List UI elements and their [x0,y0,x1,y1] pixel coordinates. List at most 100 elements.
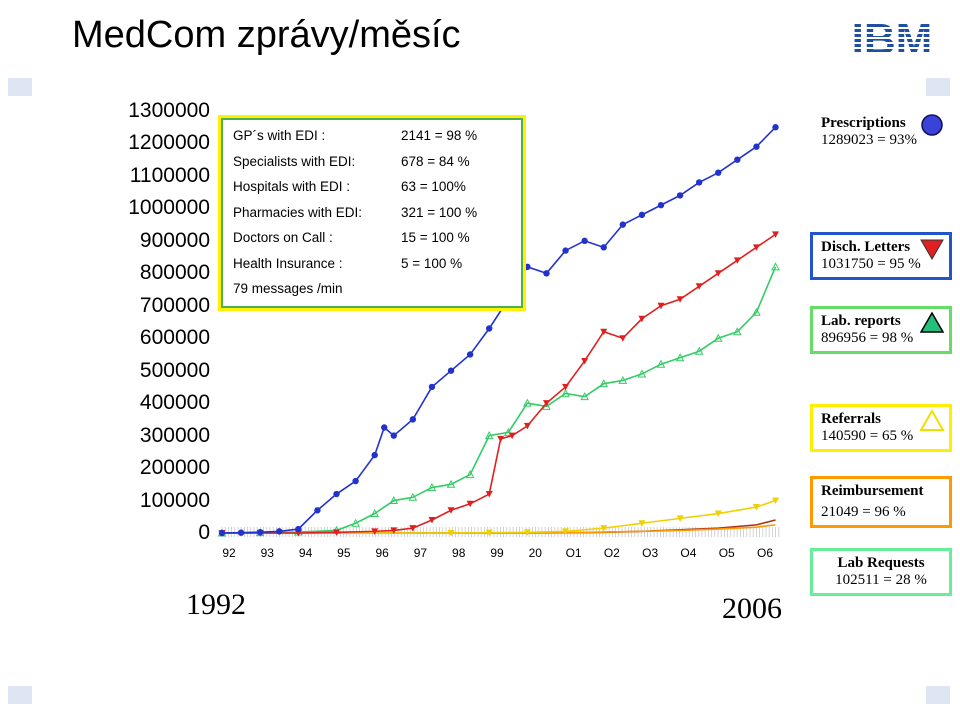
y-tick-label: 400000 [139,391,210,415]
year-start-label: 1992 [186,588,246,621]
legend-marker-shape [921,114,943,136]
data-point [733,327,742,336]
data-point [497,435,505,443]
info-row-value: 2141 = 98 % [401,128,478,143]
x-tick-label: O6 [757,546,773,560]
data-point [447,507,455,514]
data-point [772,497,780,505]
info-row-value: 321 = 100 % [401,204,478,220]
series-line-reimbursement [222,524,776,534]
y-tick-label: 900000 [139,228,210,252]
data-point [408,492,418,501]
data-point [714,510,722,518]
data-point [771,262,780,271]
x-tick-label: O2 [604,546,620,560]
data-point [562,383,570,391]
data-point [333,529,341,536]
legend-item: Lab. reports 896956 = 98 % [810,306,952,354]
y-tick-label: 200000 [139,456,210,480]
data-point [695,179,703,186]
series-line-lab-reports [221,266,777,534]
legend-marker-shape [919,409,945,431]
y-tick-label: 1100000 [129,163,210,187]
data-point [772,124,779,131]
y-tick-label: 1200000 [128,131,210,155]
info-row-label: Health Insurance : [233,255,343,271]
data-point [351,518,360,527]
legend-series-total: 140590 = 65 % [821,428,914,444]
data-point [600,328,608,336]
data-point [466,351,474,358]
slide-title: MedCom zprávy/měsíc [72,14,461,56]
data-point [562,528,570,535]
data-point [714,270,722,277]
x-tick-label: 99 [490,546,504,560]
data-point [733,257,741,264]
data-point [371,528,379,535]
y-tick-label: 700000 [139,293,210,317]
data-point [695,283,703,290]
ibm-logo-text: IBM [852,15,933,60]
info-row-label: Doctors on Call : [233,230,333,245]
data-point [562,247,569,254]
data-point [752,504,760,511]
y-tick-label: 500000 [139,358,210,382]
data-point [619,221,627,228]
legend-series-name: Prescriptions [821,115,906,131]
data-point [237,529,245,536]
data-point [752,307,761,316]
data-point [409,416,417,423]
data-point [580,392,589,401]
y-tick-label: 600000 [139,326,210,350]
data-point [508,432,516,440]
legend-marker-shape [920,239,944,260]
info-row-value: 5 = 100 % [401,255,463,271]
legend-series-total: 21049 = 96 % [821,504,906,520]
data-point [486,325,493,332]
x-tick-label: 94 [299,546,313,560]
legend-series-total: 1031750 = 95 % [821,256,921,272]
y-tick-label: 1000000 [128,196,210,220]
x-tick-label: 96 [375,546,389,560]
legend-item: Disch. Letters 1031750 = 95 % [810,232,952,280]
data-point [713,333,723,342]
corner-decoration [8,686,32,704]
legend-marker-shape [919,311,945,333]
legend-item: Referrals 140590 = 65 % [810,404,952,452]
data-point [390,527,398,534]
legend-item: Prescriptions 1289023 = 93% [810,108,952,156]
x-tick-label: O3 [642,546,658,560]
info-row-value: 63 = 100% [401,179,466,194]
data-point [523,529,531,536]
data-point [218,529,226,537]
data-point [600,244,607,251]
info-row-label: Specialists with EDI: [233,153,356,169]
data-point [657,201,665,209]
x-tick-label: O1 [566,546,582,560]
x-tick-label: O5 [719,546,735,560]
year-end-label: 2006 [722,592,782,625]
data-point [543,270,550,277]
data-point [428,383,436,391]
data-point [503,427,513,436]
data-point [637,369,647,378]
info-row-value: 15 = 100 % [401,230,470,245]
data-point [484,431,494,440]
data-point [638,315,646,323]
legend-item: Reimbursement 21049 = 96 % [810,476,952,528]
data-point [542,400,550,407]
x-tick-label: O4 [680,546,696,560]
data-point [657,302,665,310]
legend-series-name: Referrals [821,411,881,427]
legend-marker-icon [919,311,945,333]
legend-item: Lab Requests 102511 = 28 % [810,548,952,596]
data-point [256,528,264,536]
data-point [752,244,760,251]
data-point [333,490,340,498]
data-point [409,525,417,532]
legend-series-name: Lab. reports [821,313,901,329]
data-point [381,424,388,431]
legend-marker-icon [921,114,943,136]
data-point [753,143,760,150]
